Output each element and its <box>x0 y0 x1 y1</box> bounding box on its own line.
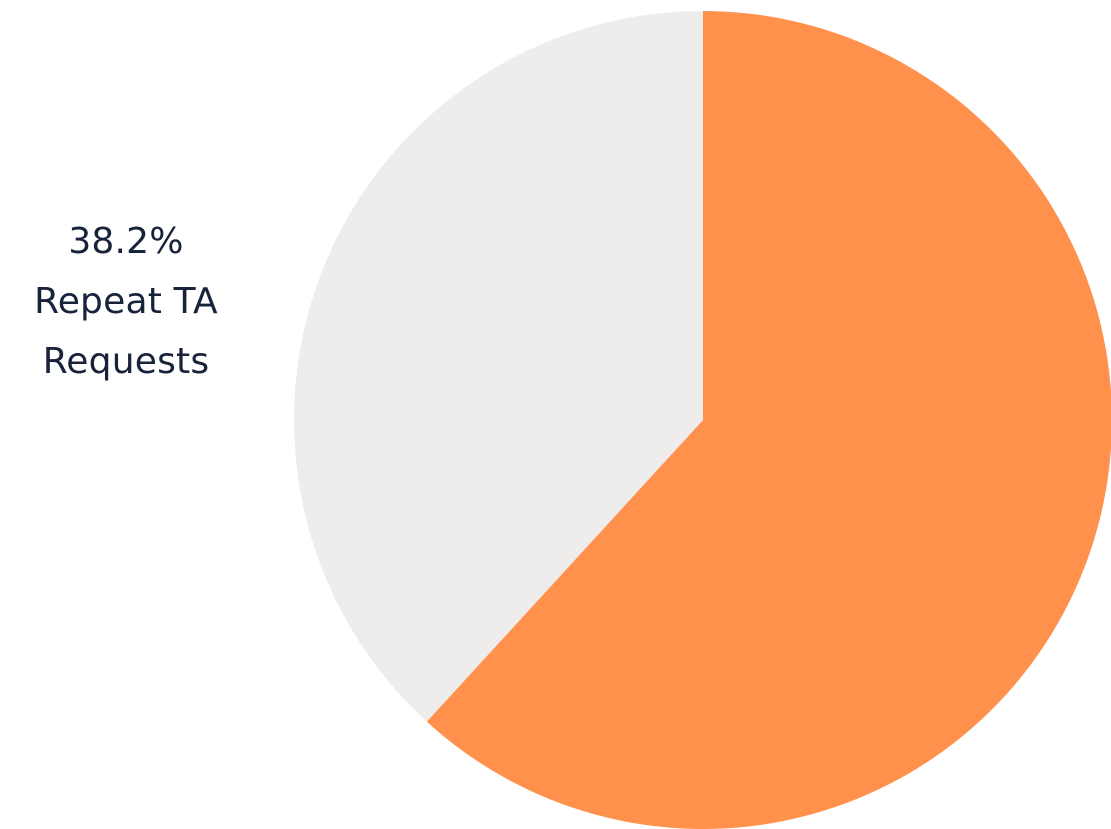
slice-name-label-line-2: Requests <box>42 341 210 382</box>
slice-percent-label: 38.2% <box>68 221 184 262</box>
slice-data-label: 38.2% Repeat TA Requests <box>10 212 242 392</box>
pie-slice-2 <box>293 11 703 722</box>
pie-slice-1 <box>426 11 1111 829</box>
slice-name-label-line-1: Repeat TA <box>34 281 218 322</box>
pie-slices <box>293 11 1111 829</box>
